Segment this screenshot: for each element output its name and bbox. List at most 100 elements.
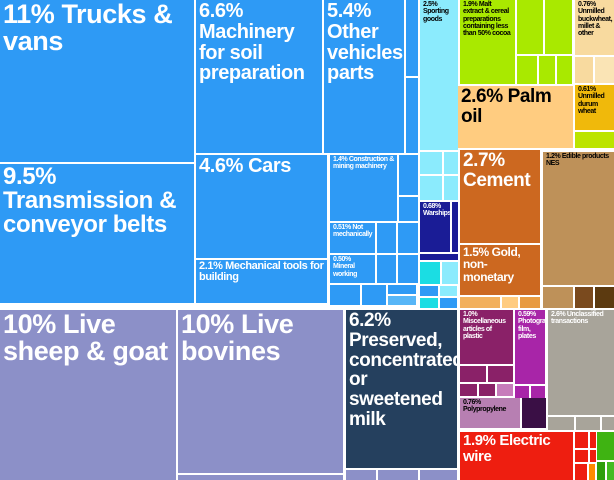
warships-tile[interactable]: 0.68% Warships bbox=[420, 202, 450, 252]
unclassified-transactions-tile[interactable]: 2.6% Unclassified transactions bbox=[548, 310, 614, 415]
gold-non-monetary-label: 1.5% Gold, non-monetary bbox=[463, 245, 521, 284]
filler-red-3-tile[interactable] bbox=[575, 450, 588, 462]
sporting-goods-label: 2.5% Sporting goods bbox=[423, 1, 449, 23]
gold-non-monetary-tile[interactable]: 1.5% Gold, non-monetary bbox=[460, 245, 540, 295]
malt-extract-tile[interactable]: 1.9% Malt extract & cereal preparations … bbox=[460, 0, 515, 84]
other-vehicles-parts-tile[interactable]: 5.4% Other vehicles parts bbox=[324, 0, 404, 153]
filler-blue-7-tile[interactable] bbox=[377, 255, 396, 283]
filler-darkpurple-1-tile[interactable] bbox=[522, 398, 546, 428]
filler-blue-5-tile[interactable] bbox=[377, 223, 396, 253]
filler-gray-1-tile[interactable] bbox=[548, 417, 574, 430]
filler-brown-3-tile[interactable] bbox=[595, 287, 614, 308]
photographic-film-tile[interactable]: 0.59% Photographic film, plates bbox=[515, 310, 545, 384]
filler-red-1-tile[interactable] bbox=[575, 432, 588, 448]
filler-gray-2-tile[interactable] bbox=[576, 417, 600, 430]
not-mechanically-tile[interactable]: 0.51% Not mechanically bbox=[330, 223, 375, 253]
filler-green-5-tile[interactable] bbox=[557, 56, 572, 84]
filler-magenta-1-tile[interactable] bbox=[460, 366, 486, 382]
filler-green-9-tile[interactable] bbox=[607, 462, 614, 480]
filler-film-2-tile[interactable] bbox=[531, 386, 545, 398]
polypropylene-tile[interactable]: 0.76% Polypropylene bbox=[460, 398, 520, 428]
filler-blue-1-tile[interactable] bbox=[406, 0, 418, 76]
misc-plastic-tile[interactable]: 1.0% Miscellaneous articles of plastic bbox=[460, 310, 513, 364]
filler-orange-4-tile[interactable] bbox=[589, 464, 595, 480]
mechanical-tools-building-tile[interactable]: 2.1% Mechanical tools for building bbox=[196, 260, 327, 303]
filler-brown-2-tile[interactable] bbox=[575, 287, 593, 308]
filler-green-8-tile[interactable] bbox=[597, 462, 605, 480]
cement-tile[interactable]: 2.7% Cement bbox=[460, 150, 540, 243]
filler-blue-11-tile[interactable] bbox=[388, 285, 416, 294]
cars-tile[interactable]: 4.6% Cars bbox=[196, 155, 327, 258]
filler-navy-2-tile[interactable] bbox=[420, 254, 458, 260]
filler-film-1-tile[interactable] bbox=[515, 386, 529, 398]
palm-oil-tile[interactable]: 2.6% Palm oil bbox=[458, 86, 573, 148]
mineral-working-tile[interactable]: 0.50% Mineral working bbox=[330, 255, 375, 283]
misc-plastic-label: 1.0% Miscellaneous articles of plastic bbox=[463, 311, 506, 340]
filler-cyan-2-tile[interactable] bbox=[444, 152, 458, 174]
filler-green-1-tile[interactable] bbox=[517, 0, 543, 54]
electric-wire-label: 1.9% Electric wire bbox=[463, 432, 551, 465]
filler-periwinkle-3-tile[interactable] bbox=[378, 470, 418, 480]
filler-periwinkle-1-tile[interactable] bbox=[178, 475, 343, 480]
filler-cyan-5-tile[interactable] bbox=[442, 262, 458, 284]
machinery-soil-preparation-label: 6.6% Machinery for soil preparation bbox=[199, 0, 305, 85]
filler-teal-1-tile[interactable] bbox=[420, 262, 440, 284]
palm-oil-label: 2.6% Palm oil bbox=[461, 86, 552, 127]
filler-blue-8-tile[interactable] bbox=[398, 255, 418, 283]
filler-magenta-4-tile[interactable] bbox=[479, 384, 495, 396]
transmission-conveyor-belts-label: 9.5% Transmission & conveyor belts bbox=[3, 164, 177, 238]
live-bovines-label: 10% Live bovines bbox=[181, 310, 294, 366]
unmilled-buckwheat-tile[interactable]: 0.76% Unmilled buckwheat, millet & other bbox=[575, 0, 614, 55]
filler-magenta-3-tile[interactable] bbox=[460, 384, 477, 396]
not-mechanically-label: 0.51% Not mechanically bbox=[333, 224, 373, 239]
filler-orange-2-tile[interactable] bbox=[502, 297, 518, 308]
filler-blue-14-tile[interactable] bbox=[440, 298, 457, 308]
machinery-soil-preparation-tile[interactable]: 6.6% Machinery for soil preparation bbox=[196, 0, 322, 153]
sporting-goods-tile[interactable]: 2.5% Sporting goods bbox=[420, 0, 458, 150]
live-sheep-goat-tile[interactable]: 10% Live sheep & goat bbox=[0, 310, 176, 480]
filler-cyan-4-tile[interactable] bbox=[444, 176, 458, 200]
filler-blue-10-tile[interactable] bbox=[362, 285, 386, 305]
filler-green-2-tile[interactable] bbox=[545, 0, 572, 54]
filler-periwinkle-4-tile[interactable] bbox=[420, 470, 457, 480]
filler-green-3-tile[interactable] bbox=[517, 56, 537, 84]
filler-orange-3-tile[interactable] bbox=[520, 297, 540, 308]
filler-periwinkle-2-tile[interactable] bbox=[346, 470, 376, 480]
edible-products-nes-tile[interactable]: 1.2% Edible products NES bbox=[543, 152, 614, 285]
filler-cyan-3-tile[interactable] bbox=[420, 176, 442, 200]
trucks-vans-tile[interactable]: 11% Trucks & vans bbox=[0, 0, 194, 162]
filler-gray-3-tile[interactable] bbox=[602, 417, 614, 430]
filler-blue-13-tile[interactable] bbox=[420, 286, 438, 296]
filler-blue-9-tile[interactable] bbox=[330, 285, 360, 305]
construction-mining-machinery-label: 1.4% Construction & mining machinery bbox=[333, 156, 394, 171]
filler-blue-3-tile[interactable] bbox=[399, 155, 418, 195]
filler-red-4-tile[interactable] bbox=[590, 450, 596, 462]
filler-green-7-tile[interactable] bbox=[597, 432, 614, 460]
other-vehicles-parts-label: 5.4% Other vehicles parts bbox=[327, 0, 403, 85]
filler-red-5-tile[interactable] bbox=[575, 464, 587, 480]
preserved-milk-tile[interactable]: 6.2% Preserved, concentrated or sweetene… bbox=[346, 310, 457, 468]
filler-orange-1-tile[interactable] bbox=[460, 297, 500, 308]
filler-red-2-tile[interactable] bbox=[590, 432, 596, 448]
filler-brown-1-tile[interactable] bbox=[543, 287, 573, 308]
unmilled-durum-wheat-tile[interactable]: 0.61% Unmilled durum wheat bbox=[575, 85, 614, 130]
filler-teal-2-tile[interactable] bbox=[420, 298, 438, 308]
filler-cyan-6-tile[interactable] bbox=[440, 286, 457, 296]
filler-green-4-tile[interactable] bbox=[539, 56, 555, 84]
filler-green-6-tile[interactable] bbox=[575, 132, 614, 148]
filler-tan-2-tile[interactable] bbox=[595, 57, 614, 83]
construction-mining-machinery-tile[interactable]: 1.4% Construction & mining machinery bbox=[330, 155, 397, 221]
filler-magenta-2-tile[interactable] bbox=[488, 366, 513, 382]
electric-wire-tile[interactable]: 1.9% Electric wire bbox=[460, 432, 573, 480]
filler-tan-1-tile[interactable] bbox=[575, 57, 593, 83]
filler-navy-1-tile[interactable] bbox=[452, 202, 458, 252]
filler-cyan-1-tile[interactable] bbox=[420, 152, 442, 174]
live-bovines-tile[interactable]: 10% Live bovines bbox=[178, 310, 343, 473]
transmission-conveyor-belts-tile[interactable]: 9.5% Transmission & conveyor belts bbox=[0, 164, 194, 303]
filler-blue-12-tile[interactable] bbox=[388, 296, 416, 305]
filler-blue-4-tile[interactable] bbox=[399, 197, 418, 221]
filler-blue-6-tile[interactable] bbox=[398, 223, 418, 253]
unclassified-transactions-label: 2.6% Unclassified transactions bbox=[551, 311, 604, 326]
filler-magenta-5-tile[interactable] bbox=[497, 384, 513, 396]
filler-blue-2-tile[interactable] bbox=[406, 78, 418, 153]
